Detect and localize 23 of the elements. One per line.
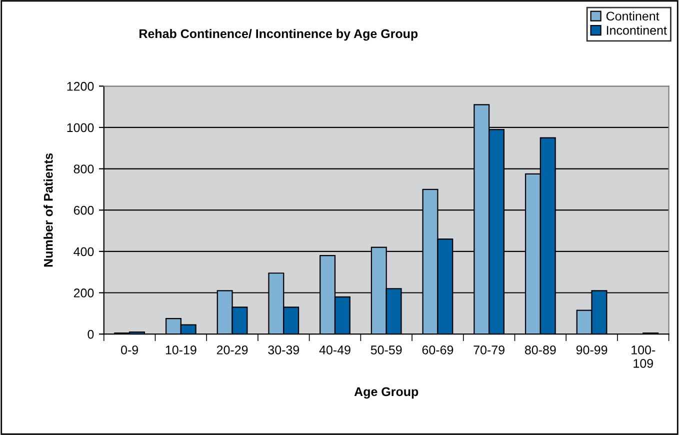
legend-label: Continent [606, 11, 660, 21]
x-tick-label: 40-49 [319, 346, 350, 354]
y-tick-label: 1200 [67, 82, 94, 91]
x-tick-label: 10-19 [166, 346, 196, 354]
y-tick-label: 600 [74, 206, 94, 215]
x-tick-label: 100-109 [632, 346, 656, 368]
x-tick-label: 30-39 [268, 346, 300, 354]
x-axis-title: Age Group [354, 387, 418, 399]
y-tick-label: 200 [74, 288, 94, 298]
y-tick-label: 1000 [67, 123, 94, 132]
x-tick-label: 20-29 [216, 346, 248, 354]
x-tick-label: 50-59 [370, 346, 402, 354]
chart-title: Rehab Continence/ Incontinence by Age Group [140, 28, 418, 41]
y-tick-label: 400 [74, 247, 94, 256]
x-tick-label: 80-89 [524, 346, 556, 354]
x-tick-label: 60-69 [422, 346, 454, 354]
legend-label: Incontinent [606, 26, 667, 35]
y-tick-label: 0 [88, 330, 94, 339]
y-tick-label: 800 [74, 164, 94, 174]
x-tick-label: 90-99 [576, 346, 608, 354]
y-axis-title: Number of Patients [44, 153, 53, 267]
x-tick-label: 70-79 [474, 346, 504, 354]
x-tick-label: 0-9 [121, 346, 138, 354]
